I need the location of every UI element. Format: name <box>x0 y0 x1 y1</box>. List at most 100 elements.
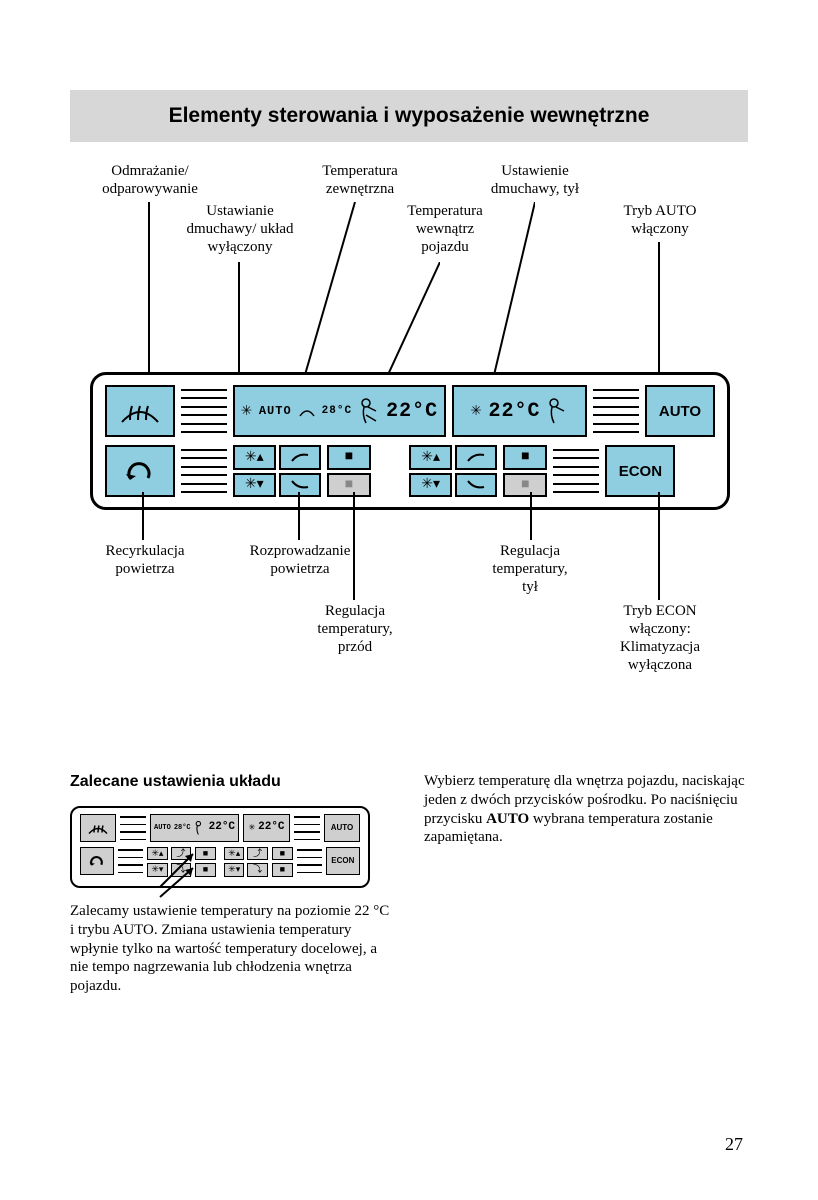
small-climate-panel: AUTO 28°C 22°C ✳ 22°C AUTO <box>70 806 370 888</box>
leader <box>530 492 532 540</box>
leader <box>148 202 150 387</box>
callout-temp-rear: Regulacjatemperatury,tył <box>470 542 590 596</box>
int-temp-small: 22°C <box>209 821 235 835</box>
defrost-icon <box>87 820 109 836</box>
ext-temp-small: 28°C <box>174 824 191 833</box>
lcd-front-small: AUTO 28°C 22°C <box>150 814 239 842</box>
temp-buttons-front: ■ ■ <box>327 445 371 497</box>
square-icon: ■ <box>521 449 529 465</box>
person-icon <box>546 397 568 425</box>
airflow-up-rear[interactable] <box>455 445 498 470</box>
mini: ✳▴ <box>224 847 244 860</box>
leader <box>142 492 144 540</box>
climate-diagram: Odmrażanie/odparowywanie Ustawianiedmuch… <box>70 162 748 762</box>
fan-up-rear[interactable]: ✳▴ <box>409 445 452 470</box>
fan-buttons-front: ✳▴ ✳▾ <box>233 445 321 497</box>
mini: ⤵ <box>247 863 267 876</box>
climate-panel: ✳ AUTO 28°C 22°C ✳ 22°C <box>90 372 730 510</box>
airflow-down-rear[interactable] <box>455 473 498 498</box>
mini: ■ <box>272 847 293 860</box>
airflow-icon <box>466 479 486 491</box>
airflow-up-button[interactable] <box>279 445 322 470</box>
left-paragraph: Zalecamy ustawienie temperatury na pozio… <box>70 902 394 996</box>
recirc-button-small <box>80 847 114 875</box>
leader <box>298 492 300 540</box>
square-icon: ■ <box>345 477 353 493</box>
page-number: 27 <box>725 1134 743 1155</box>
lcd-auto-word: AUTO <box>259 404 292 418</box>
auto-button[interactable]: AUTO <box>645 385 715 437</box>
recirc-button[interactable] <box>105 445 175 497</box>
leader <box>490 202 535 392</box>
temp-buttons-rear-small: ■ ■ <box>272 847 293 875</box>
airflow-icon <box>290 451 310 463</box>
vent-slats <box>294 814 320 842</box>
vent-slats-right <box>593 385 639 437</box>
lcd-rear: ✳ 22°C <box>452 385 587 437</box>
temp-buttons-rear: ■ ■ <box>503 445 547 497</box>
defrost-button-small <box>80 814 116 842</box>
lcd-auto-word: AUTO <box>154 824 171 833</box>
fan-down-button[interactable]: ✳▾ <box>233 473 276 498</box>
int-temp-value: 22°C <box>386 400 438 423</box>
callout-air-dist: Rozprowadzaniepowietrza <box>220 542 380 578</box>
leader <box>658 492 660 600</box>
fan-icon: ✳ <box>471 402 483 420</box>
fan-buttons-rear-small: ✳▴ ⤴ ✳▾ ⤵ <box>224 847 268 875</box>
person-icon <box>358 397 380 425</box>
vent-slats <box>297 847 322 875</box>
temp-down-front[interactable]: ■ <box>327 473 371 498</box>
right-bold: AUTO <box>486 811 529 827</box>
leader <box>238 262 240 387</box>
fan-icon: ✳ <box>421 449 433 466</box>
arrow-up-icon: ▴ <box>433 449 440 466</box>
econ-button[interactable]: ECON <box>605 445 675 497</box>
square-icon: ■ <box>345 449 353 465</box>
econ-button-small: ECON <box>326 847 360 875</box>
mini: ⤴ <box>247 847 267 860</box>
recirc-icon <box>122 456 158 486</box>
callout-econ: Tryb ECONwłączony:Klimatyzacjawyłączona <box>590 602 730 674</box>
left-column: Zalecane ustawienia układu AUTO 28°C 22°… <box>70 772 394 996</box>
leader <box>300 202 360 392</box>
pointer-arrow-icon <box>155 862 205 902</box>
section-heading: Zalecane ustawienia układu <box>70 772 394 792</box>
mini: ✳▾ <box>224 863 244 876</box>
right-paragraph: Wybierz temperaturę dla wnętrza pojazdu,… <box>424 772 748 847</box>
mini: ■ <box>272 863 293 876</box>
fan-up-button[interactable]: ✳▴ <box>233 445 276 470</box>
airflow-icon <box>466 451 486 463</box>
temp-up-rear[interactable]: ■ <box>503 445 547 470</box>
callout-temp-front: Regulacjatemperatury,przód <box>290 602 420 656</box>
auto-button-small: AUTO <box>324 814 360 842</box>
fan-icon: ✳ <box>245 449 257 466</box>
arrow-down-icon: ▾ <box>257 476 264 493</box>
leader <box>658 242 660 387</box>
arrow-up-icon: ▴ <box>257 449 264 466</box>
callout-ext-temp: Temperaturazewnętrzna <box>295 162 425 198</box>
defrost-button[interactable] <box>105 385 175 437</box>
callout-auto-on: Tryb AUTOwłączony <box>600 202 720 238</box>
rear-temp-value: 22°C <box>488 400 540 423</box>
fan-icon: ✳ <box>249 823 256 834</box>
body-text: Zalecane ustawienia układu AUTO 28°C 22°… <box>70 772 748 996</box>
person-icon <box>194 820 206 836</box>
fan-down-rear[interactable]: ✳▾ <box>409 473 452 498</box>
fan-icon: ✳ <box>245 476 257 493</box>
vent-slats <box>118 847 143 875</box>
vent-slats-left <box>181 385 227 437</box>
spacer <box>377 445 403 497</box>
leader <box>353 492 355 600</box>
temp-down-rear[interactable]: ■ <box>503 473 547 498</box>
recirc-icon <box>87 853 107 869</box>
right-column: Wybierz temperaturę dla wnętrza pojazdu,… <box>424 772 748 996</box>
fan-icon: ✳ <box>241 402 253 420</box>
temp-up-front[interactable]: ■ <box>327 445 371 470</box>
vent-slats <box>120 814 146 842</box>
airflow-icon <box>290 479 310 491</box>
defrost-mini-icon <box>298 404 316 418</box>
square-icon: ■ <box>521 477 529 493</box>
fan-buttons-rear: ✳▴ ✳▾ <box>409 445 497 497</box>
callout-defrost: Odmrażanie/odparowywanie <box>80 162 220 198</box>
rear-temp-small: 22°C <box>258 821 284 835</box>
